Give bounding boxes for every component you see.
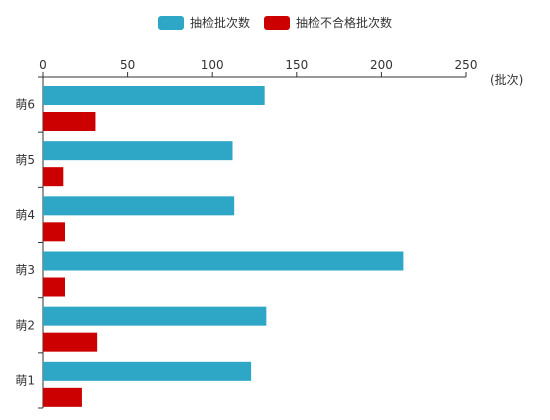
legend-item-series-2[interactable]: 抽检不合格批次数 — [264, 14, 392, 31]
y-tick-label: 萌4 — [15, 208, 35, 222]
bar-inspection-batches — [43, 196, 235, 216]
bar-failed-batches — [43, 112, 96, 131]
y-tick-label: 萌1 — [15, 373, 35, 387]
legend: 抽检批次数 抽检不合格批次数 — [0, 14, 550, 31]
bar-inspection-batches — [43, 251, 404, 271]
bar-inspection-batches — [43, 361, 252, 381]
x-tick-label: 200 — [370, 58, 393, 72]
x-tick-label: 0 — [39, 58, 47, 72]
y-tick-label: 萌3 — [15, 263, 35, 277]
y-tick-label: 萌2 — [15, 318, 35, 332]
bar-failed-batches — [43, 222, 65, 242]
legend-label-series-2: 抽检不合格批次数 — [296, 16, 393, 30]
bar-failed-batches — [43, 277, 65, 297]
bar-failed-batches — [43, 167, 64, 187]
x-tick-label: 150 — [285, 58, 308, 72]
y-tick-label: 萌6 — [15, 98, 35, 112]
x-tick-label: 50 — [120, 58, 135, 72]
bar-failed-batches — [43, 387, 82, 407]
bar-inspection-batches — [43, 86, 265, 105]
bar-failed-batches — [43, 332, 98, 352]
bar-inspection-batches — [43, 306, 267, 326]
axes: 0 50 100 150 200 250 萌1 萌2 萌3 萌4 萌5 萌6 — [15, 58, 478, 409]
legend-item-series-1[interactable]: 抽检批次数 — [157, 14, 250, 31]
legend-swatch-series-1 — [157, 15, 184, 30]
bar-inspection-batches — [43, 141, 233, 161]
bars — [43, 86, 404, 407]
x-tick-label: 100 — [201, 58, 224, 72]
x-axis-unit: (批次) — [490, 72, 523, 87]
y-tick-label: 萌5 — [15, 153, 35, 167]
legend-swatch-series-2 — [264, 15, 290, 30]
x-tick-label: 250 — [455, 58, 478, 72]
legend-label-series-1: 抽检批次数 — [189, 16, 250, 30]
